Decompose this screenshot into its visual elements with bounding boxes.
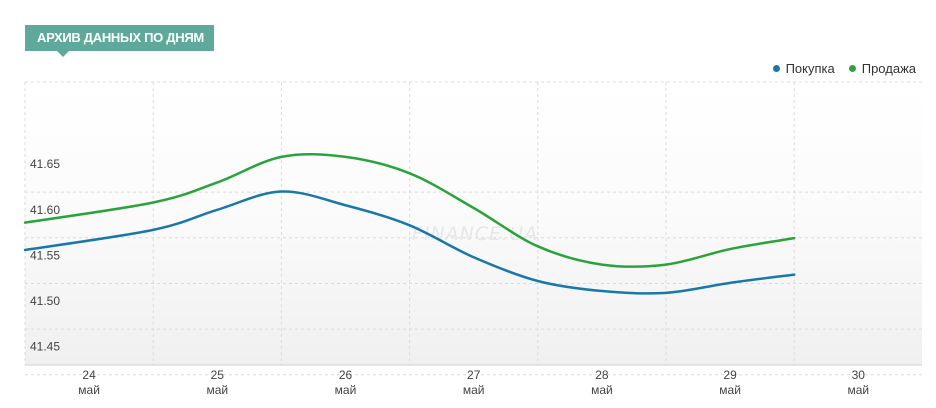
- series-lines: [23, 152, 796, 295]
- legend-item-buy[interactable]: Покупка: [772, 61, 835, 76]
- x-tick-month: май: [719, 383, 741, 397]
- chart-title: АРХИВ ДАННЫХ ПО ДНЯМ: [37, 30, 204, 45]
- grid-lines: [24, 81, 922, 376]
- x-tick-day: 25: [211, 368, 225, 382]
- chart-legend: Покупка Продажа: [772, 61, 916, 76]
- x-tick-month: май: [335, 383, 357, 397]
- x-tick-month: май: [463, 383, 485, 397]
- x-tick-month: май: [591, 383, 613, 397]
- legend-item-sell[interactable]: Продажа: [848, 61, 916, 76]
- x-tick-day: 26: [339, 368, 353, 382]
- x-tick-day: 24: [82, 368, 96, 382]
- y-tick-label: 41.55: [30, 248, 60, 262]
- y-tick-label: 41.60: [30, 203, 60, 217]
- series-line-sell[interactable]: [23, 152, 796, 268]
- y-tick-label: 41.65: [30, 157, 60, 171]
- y-axis-ticks: 41.45 41.50 41.55 41.60 41.65: [30, 157, 60, 354]
- x-tick-month: май: [78, 383, 100, 397]
- y-tick-label: 41.45: [30, 340, 60, 354]
- x-tick-day: 28: [595, 368, 609, 382]
- x-tick-day: 27: [467, 368, 481, 382]
- chart-title-tab: АРХИВ ДАННЫХ ПО ДНЯМ: [25, 25, 214, 57]
- x-tick-day: 29: [723, 368, 737, 382]
- legend-label-sell: Продажа: [861, 61, 916, 76]
- x-tick-day: 30: [852, 368, 866, 382]
- x-tick-month: май: [847, 383, 869, 397]
- x-tick-month: май: [206, 383, 228, 397]
- y-tick-label: 41.50: [30, 294, 60, 308]
- legend-label-buy: Покупка: [785, 61, 835, 76]
- legend-dot-buy: [772, 65, 780, 72]
- legend-dot-sell: [848, 65, 856, 72]
- series-line-buy[interactable]: [23, 190, 796, 295]
